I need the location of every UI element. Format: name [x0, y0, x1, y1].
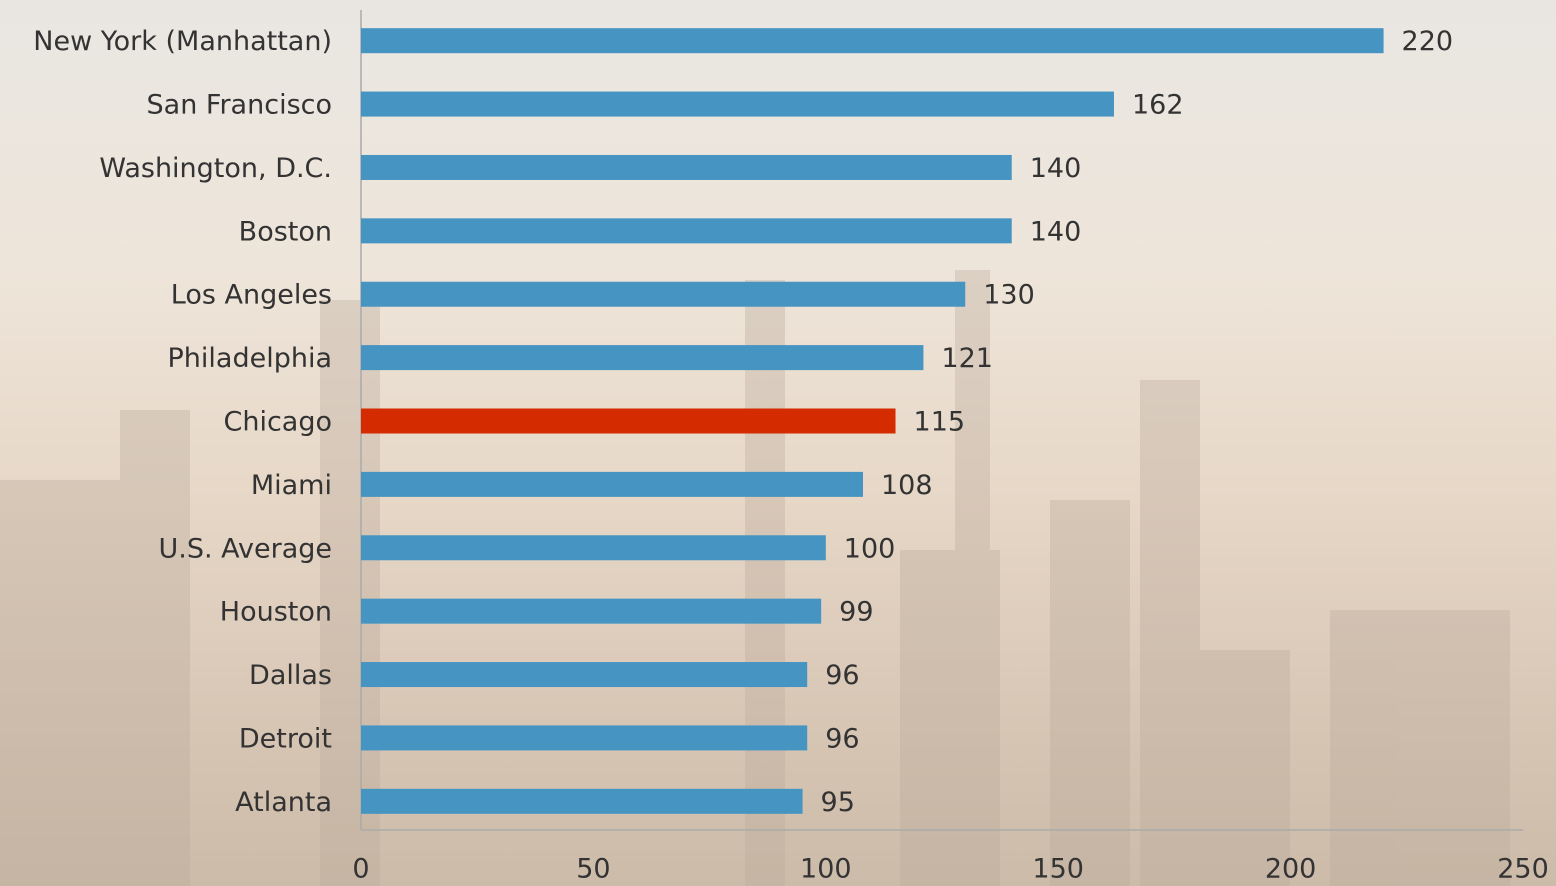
value-label: 115 — [914, 407, 966, 438]
y-tick-label: San Francisco — [147, 90, 332, 121]
y-tick-label: Dallas — [249, 660, 332, 691]
y-tick-label: Philadelphia — [168, 343, 333, 374]
value-label: 162 — [1132, 90, 1184, 121]
x-tick-label: 50 — [576, 854, 610, 885]
chart: 0 50 100 150 200 250 New York (Manhattan) 220 Sa… — [0, 0, 1556, 886]
y-tick-label: Houston — [220, 597, 332, 628]
x-tick-label: 150 — [1032, 854, 1084, 885]
value-label: 99 — [839, 597, 873, 628]
y-tick-label: Boston — [239, 216, 332, 247]
page: 0 50 100 150 200 250 New York (Manhattan) 220 Sa… — [0, 0, 1556, 886]
value-label: 130 — [983, 280, 1035, 311]
bar — [361, 599, 821, 624]
bar — [361, 789, 803, 814]
value-label: 100 — [844, 533, 896, 564]
bar — [361, 92, 1114, 117]
x-tick-label: 100 — [800, 854, 852, 885]
bar — [361, 345, 923, 370]
bar — [361, 535, 826, 560]
bar — [361, 218, 1012, 243]
value-label: 108 — [881, 470, 933, 501]
bar — [361, 725, 807, 750]
value-label: 95 — [821, 787, 855, 818]
bar — [361, 472, 863, 497]
value-label: 96 — [825, 660, 859, 691]
y-tick-label: U.S. Average — [158, 533, 332, 564]
y-tick-label: New York (Manhattan) — [33, 26, 332, 57]
x-tick-label: 250 — [1497, 854, 1549, 885]
y-tick-label: Atlanta — [235, 787, 332, 818]
y-tick-label: Chicago — [223, 407, 332, 438]
bar — [361, 28, 1384, 53]
value-label: 96 — [825, 723, 859, 754]
value-label: 121 — [941, 343, 993, 374]
y-tick-label: Washington, D.C. — [99, 153, 332, 184]
y-tick-label: Detroit — [239, 723, 332, 754]
bar — [361, 282, 965, 307]
y-tick-label: Los Angeles — [171, 280, 332, 311]
value-label: 140 — [1030, 216, 1082, 247]
bar — [361, 662, 807, 687]
y-tick-label: Miami — [251, 470, 332, 501]
x-tick-label: 0 — [352, 854, 369, 885]
bar — [361, 155, 1012, 180]
x-tick-label: 200 — [1265, 854, 1317, 885]
value-label: 140 — [1030, 153, 1082, 184]
value-label: 220 — [1402, 26, 1454, 57]
bar — [361, 409, 896, 434]
